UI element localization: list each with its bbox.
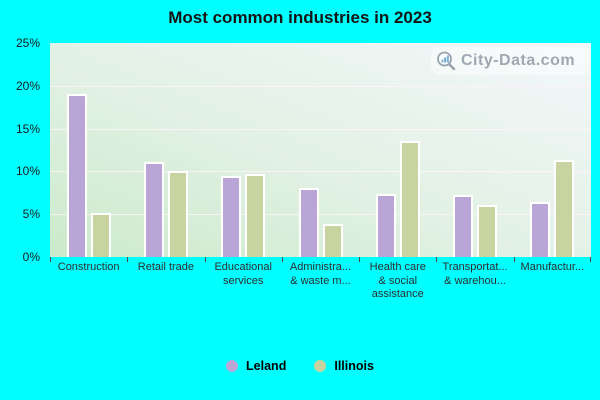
bar-illinois-6: [554, 160, 575, 257]
x-label-2: Educational services: [214, 261, 272, 287]
y-tick-label-0: 0%: [22, 250, 40, 264]
bar-illinois-5: [477, 204, 498, 257]
y-tick-label-15: 15%: [15, 121, 40, 136]
x-label-5: Transportat... & warehou...: [442, 261, 508, 287]
legend: Leland Illinois: [0, 359, 600, 373]
x-label-6: Manufactur...: [520, 261, 585, 273]
bar-illinois-2: [245, 173, 266, 257]
watermark-label: City-Data.com: [461, 52, 576, 69]
x-label-0: Construction: [57, 261, 120, 273]
legend-label-illinois: Illinois: [334, 359, 374, 373]
bar-leland-2: [221, 175, 242, 257]
watermark-link[interactable]: City-Data.com: [431, 47, 589, 75]
plot-area: [50, 43, 591, 262]
bar-leland-4: [375, 193, 396, 257]
gridline-20: [50, 85, 591, 87]
bar-illinois-1: [167, 171, 188, 257]
x-axis-tick-5: [436, 257, 438, 262]
x-label-4: Health care & social assistance: [369, 261, 426, 300]
legend-label-leland: Leland: [246, 359, 287, 373]
gridline-15: [50, 128, 591, 130]
y-tick-label-5: 5%: [22, 207, 40, 222]
legend-item-illinois: Illinois: [314, 359, 374, 373]
x-axis-labels: Construction Retail trade Educational servi…: [50, 261, 591, 309]
gridline-5: [50, 214, 591, 216]
y-axis: 25% 20% 15% 10% 5% 0%: [0, 36, 44, 264]
x-axis-tick-3: [281, 257, 283, 262]
y-tick-label-20: 20%: [15, 78, 40, 93]
bar-leland-0: [66, 94, 87, 257]
y-tick-label-25: 25%: [15, 36, 40, 50]
x-axis-tick-6: [513, 257, 515, 262]
illinois-swatch-icon: [314, 360, 327, 372]
x-label-1: Retail trade: [137, 261, 195, 273]
x-axis-tick-0: [50, 257, 51, 262]
x-label-3: Administra... & waste m...: [289, 261, 352, 287]
x-axis-tick-1: [127, 257, 129, 262]
bar-illinois-3: [322, 224, 343, 257]
gridline-10: [50, 171, 591, 173]
x-axis-tick-7: [590, 257, 591, 262]
bar-leland-5: [453, 195, 474, 257]
bar-illinois-0: [90, 213, 111, 257]
x-axis-tick-4: [359, 257, 361, 262]
bar-leland-6: [530, 202, 551, 257]
leland-swatch-icon: [226, 360, 239, 372]
magnifier-icon: [435, 50, 457, 72]
legend-item-leland: Leland: [226, 359, 286, 373]
bar-leland-3: [298, 187, 319, 257]
x-axis-tick-2: [204, 257, 206, 262]
chart-title: Most common industries in 2023: [168, 8, 432, 27]
bar-illinois-4: [399, 140, 420, 257]
y-tick-label-10: 10%: [15, 164, 40, 179]
bar-leland-1: [143, 161, 164, 257]
